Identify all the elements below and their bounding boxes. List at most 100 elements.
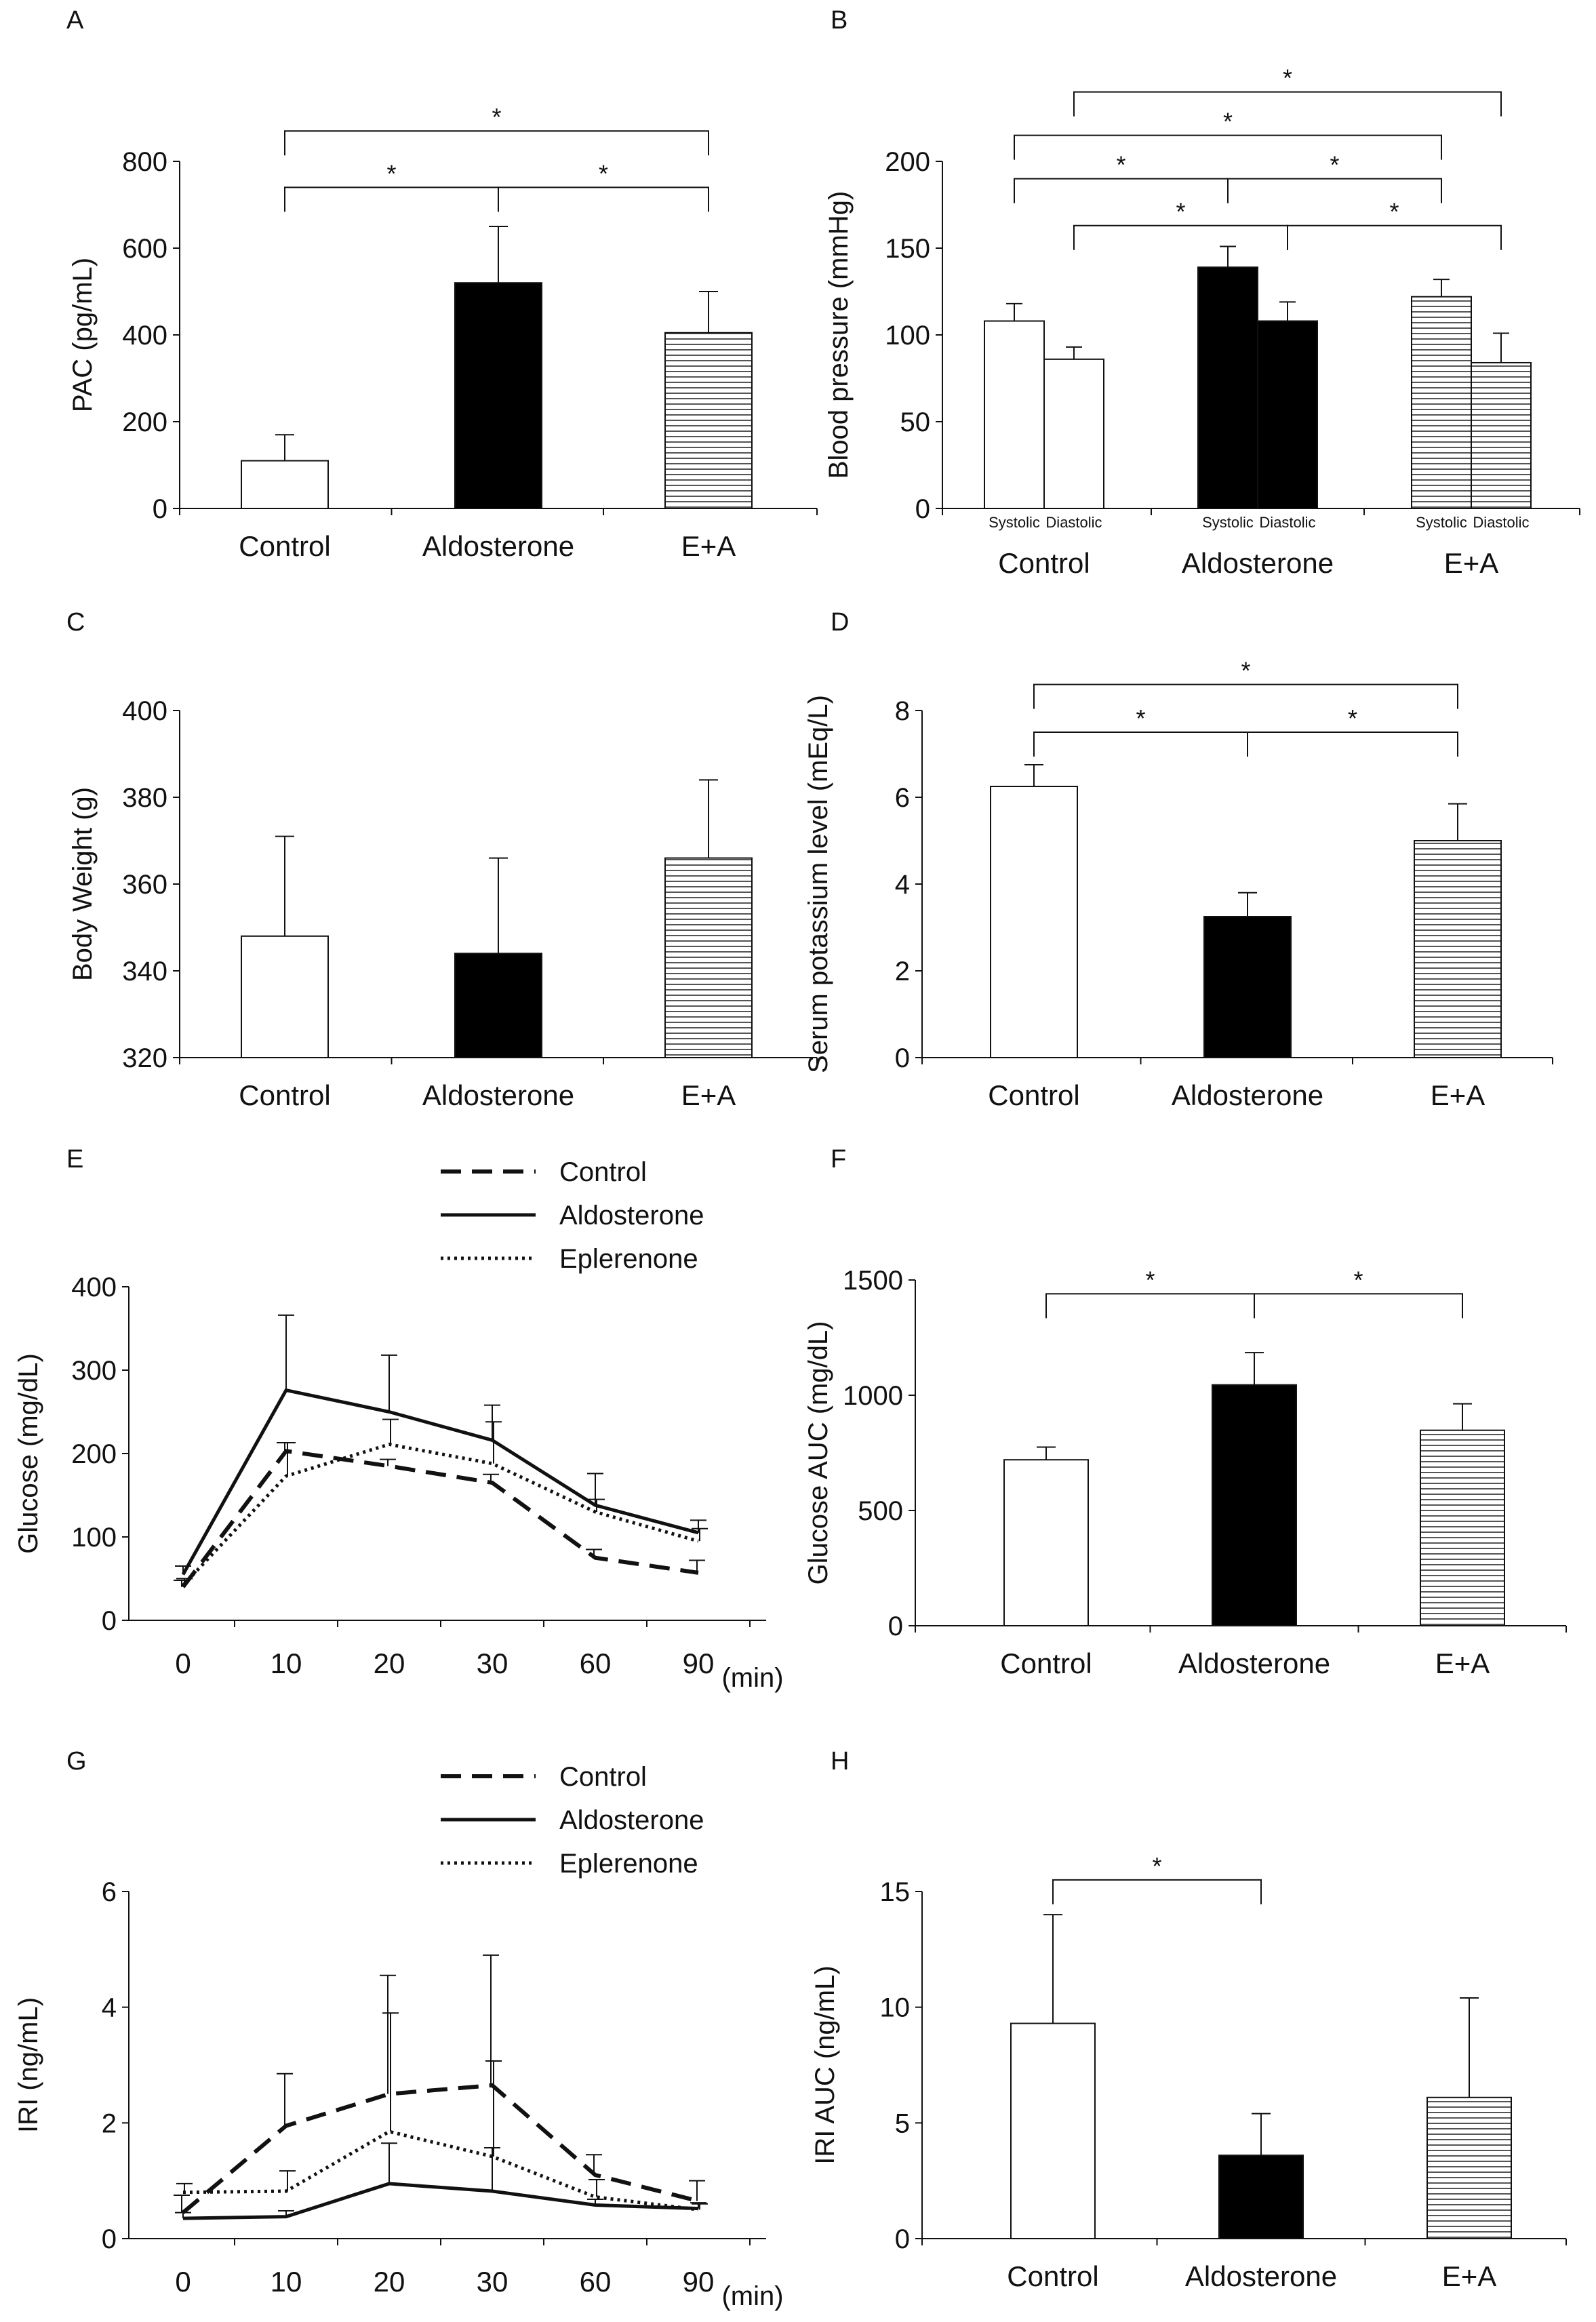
panel-D: D 0 2 4 6 8 Serum potassium level (mEq/L) Contr… (803, 608, 1553, 1111)
significance-bracket (1254, 1293, 1463, 1319)
y-tick-label: 400 (122, 321, 167, 351)
bar-control (241, 935, 329, 1059)
y-tick-label: 200 (885, 147, 930, 177)
significance-star: * (599, 159, 608, 187)
legend-label: Control (559, 1157, 647, 1187)
bar-control (1003, 1459, 1089, 1626)
x-tick-label: E+A (1435, 1647, 1490, 1679)
significance-star: * (1223, 108, 1233, 136)
x-tick-label: 0 (175, 1647, 191, 1679)
y-tick-label: 400 (71, 1273, 117, 1302)
sub-category-label: Diastolic (1259, 514, 1315, 531)
series-line-eplerenone (182, 1442, 699, 1587)
y-tick-label: 200 (71, 1439, 117, 1469)
x-tick-label: Control (1007, 2260, 1098, 2292)
bar-aldosterone (1218, 2155, 1304, 2240)
x-tick-label: Control (1000, 1647, 1092, 1679)
panel-E: E 0 100 200 300 400 Glucose (mg/dL) 0 10 20 30 60 90… (14, 1145, 784, 1693)
x-tick-label: Aldosterone (1185, 2260, 1337, 2292)
x-tick-label: Control (239, 1079, 330, 1111)
y-tick-label: 200 (122, 407, 167, 437)
y-tick-label: 320 (122, 1043, 167, 1073)
sub-category-label: Systolic (1416, 514, 1467, 531)
significance-star: * (1389, 198, 1399, 226)
sub-category-label: Systolic (989, 514, 1040, 531)
y-axis-label: Glucose (mg/dL) (14, 1353, 43, 1554)
y-tick-label: 0 (102, 1606, 117, 1636)
y-tick-label: 500 (858, 1496, 903, 1526)
y-tick-label: 800 (122, 147, 167, 177)
bar-diastolic (1471, 361, 1532, 510)
y-tick-label: 1000 (843, 1381, 903, 1411)
y-axis-label: Glucose AUC (mg/dL) (803, 1321, 833, 1584)
x-tick-label: Control (988, 1079, 1079, 1111)
y-tick-label: 600 (122, 234, 167, 264)
panel-F: F 0 500 1000 1500 Glucose AUC (mg/dL) Control A… (803, 1145, 1567, 1679)
legend-label: Eplerenone (559, 1849, 698, 1879)
y-tick-label: 400 (122, 696, 167, 726)
significance-bracket (1073, 224, 1288, 250)
y-tick-label: 0 (888, 1612, 903, 1641)
significance-bracket (284, 130, 709, 156)
y-tick-label: 0 (915, 494, 930, 524)
bar-ea (664, 857, 753, 1058)
bar-ea (664, 332, 753, 509)
significance-star: * (1353, 1266, 1363, 1294)
y-tick-label: 8 (895, 696, 910, 726)
significance-star: * (1241, 657, 1250, 685)
legend-label: Control (559, 1762, 647, 1792)
y-tick-label: 5 (895, 2108, 910, 2138)
panel-H: H 0 5 10 15 IRI AUC (ng/mL) Control Aldosterone… (810, 1747, 1567, 2292)
bar-systolic (1411, 296, 1472, 509)
panel-B: B 0 50 100 150 200 Blood pressure (mmHg) Systol… (824, 6, 1580, 579)
series-line-aldosterone (182, 2182, 699, 2220)
y-tick-label: 15 (880, 1877, 911, 1907)
sub-category-label: Diastolic (1473, 514, 1529, 531)
y-axis-label: Blood pressure (mmHg) (824, 191, 854, 479)
x-unit-label: (min) (721, 1663, 783, 1693)
x-tick-label: E+A (1444, 547, 1499, 579)
y-tick-label: 6 (895, 783, 910, 813)
y-tick-label: 1500 (843, 1266, 903, 1296)
significance-bracket (1033, 732, 1248, 757)
y-tick-label: 2 (895, 957, 910, 986)
x-tick-label: 0 (175, 2266, 191, 2298)
sub-category-label: Diastolic (1045, 514, 1102, 531)
significance-bracket (1073, 91, 1502, 117)
significance-bracket (1014, 134, 1442, 160)
y-axis-label: Serum potassium level (mEq/L) (803, 695, 833, 1073)
bar-diastolic (1257, 320, 1318, 509)
panel-label: F (831, 1145, 846, 1174)
y-tick-label: 100 (885, 321, 930, 351)
bar-ea (1420, 1429, 1505, 1626)
y-tick-label: 380 (122, 783, 167, 813)
significance-bracket (1287, 224, 1502, 250)
y-axis-label: IRI (ng/mL) (14, 1997, 43, 2133)
significance-star: * (1330, 151, 1339, 179)
legend-label: Eplerenone (559, 1244, 698, 1274)
x-tick-label: 90 (683, 1647, 715, 1679)
significance-star: * (1145, 1266, 1155, 1294)
y-axis-label: PAC (pg/mL) (68, 258, 98, 412)
x-tick-label: 90 (683, 2266, 715, 2298)
x-tick-label: Aldosterone (422, 1079, 574, 1111)
y-tick-label: 50 (900, 407, 931, 437)
significance-star: * (386, 159, 396, 187)
x-unit-label: (min) (721, 2281, 783, 2311)
panel-A: A 0 200 400 600 800 PAC (pg/mL) Control Aldoster… (66, 6, 818, 562)
y-tick-label: 10 (880, 1993, 911, 2023)
y-tick-label: 0 (102, 2224, 117, 2254)
panel-label: B (831, 6, 847, 35)
significance-bracket (1014, 178, 1229, 203)
bar-ea (1427, 2096, 1512, 2239)
significance-star: * (1176, 198, 1185, 226)
x-tick-label: 20 (374, 2266, 405, 2298)
x-tick-label: Control (998, 547, 1090, 579)
bar-systolic (1197, 266, 1258, 509)
x-tick-label: E+A (1431, 1079, 1485, 1111)
x-tick-label: E+A (1442, 2260, 1497, 2292)
legend-label: Aldosterone (559, 1201, 704, 1230)
panel-C: C 320 340 360 380 400 Body Weight (g) Control Al… (66, 608, 818, 1111)
x-tick-label: 10 (271, 1647, 302, 1679)
